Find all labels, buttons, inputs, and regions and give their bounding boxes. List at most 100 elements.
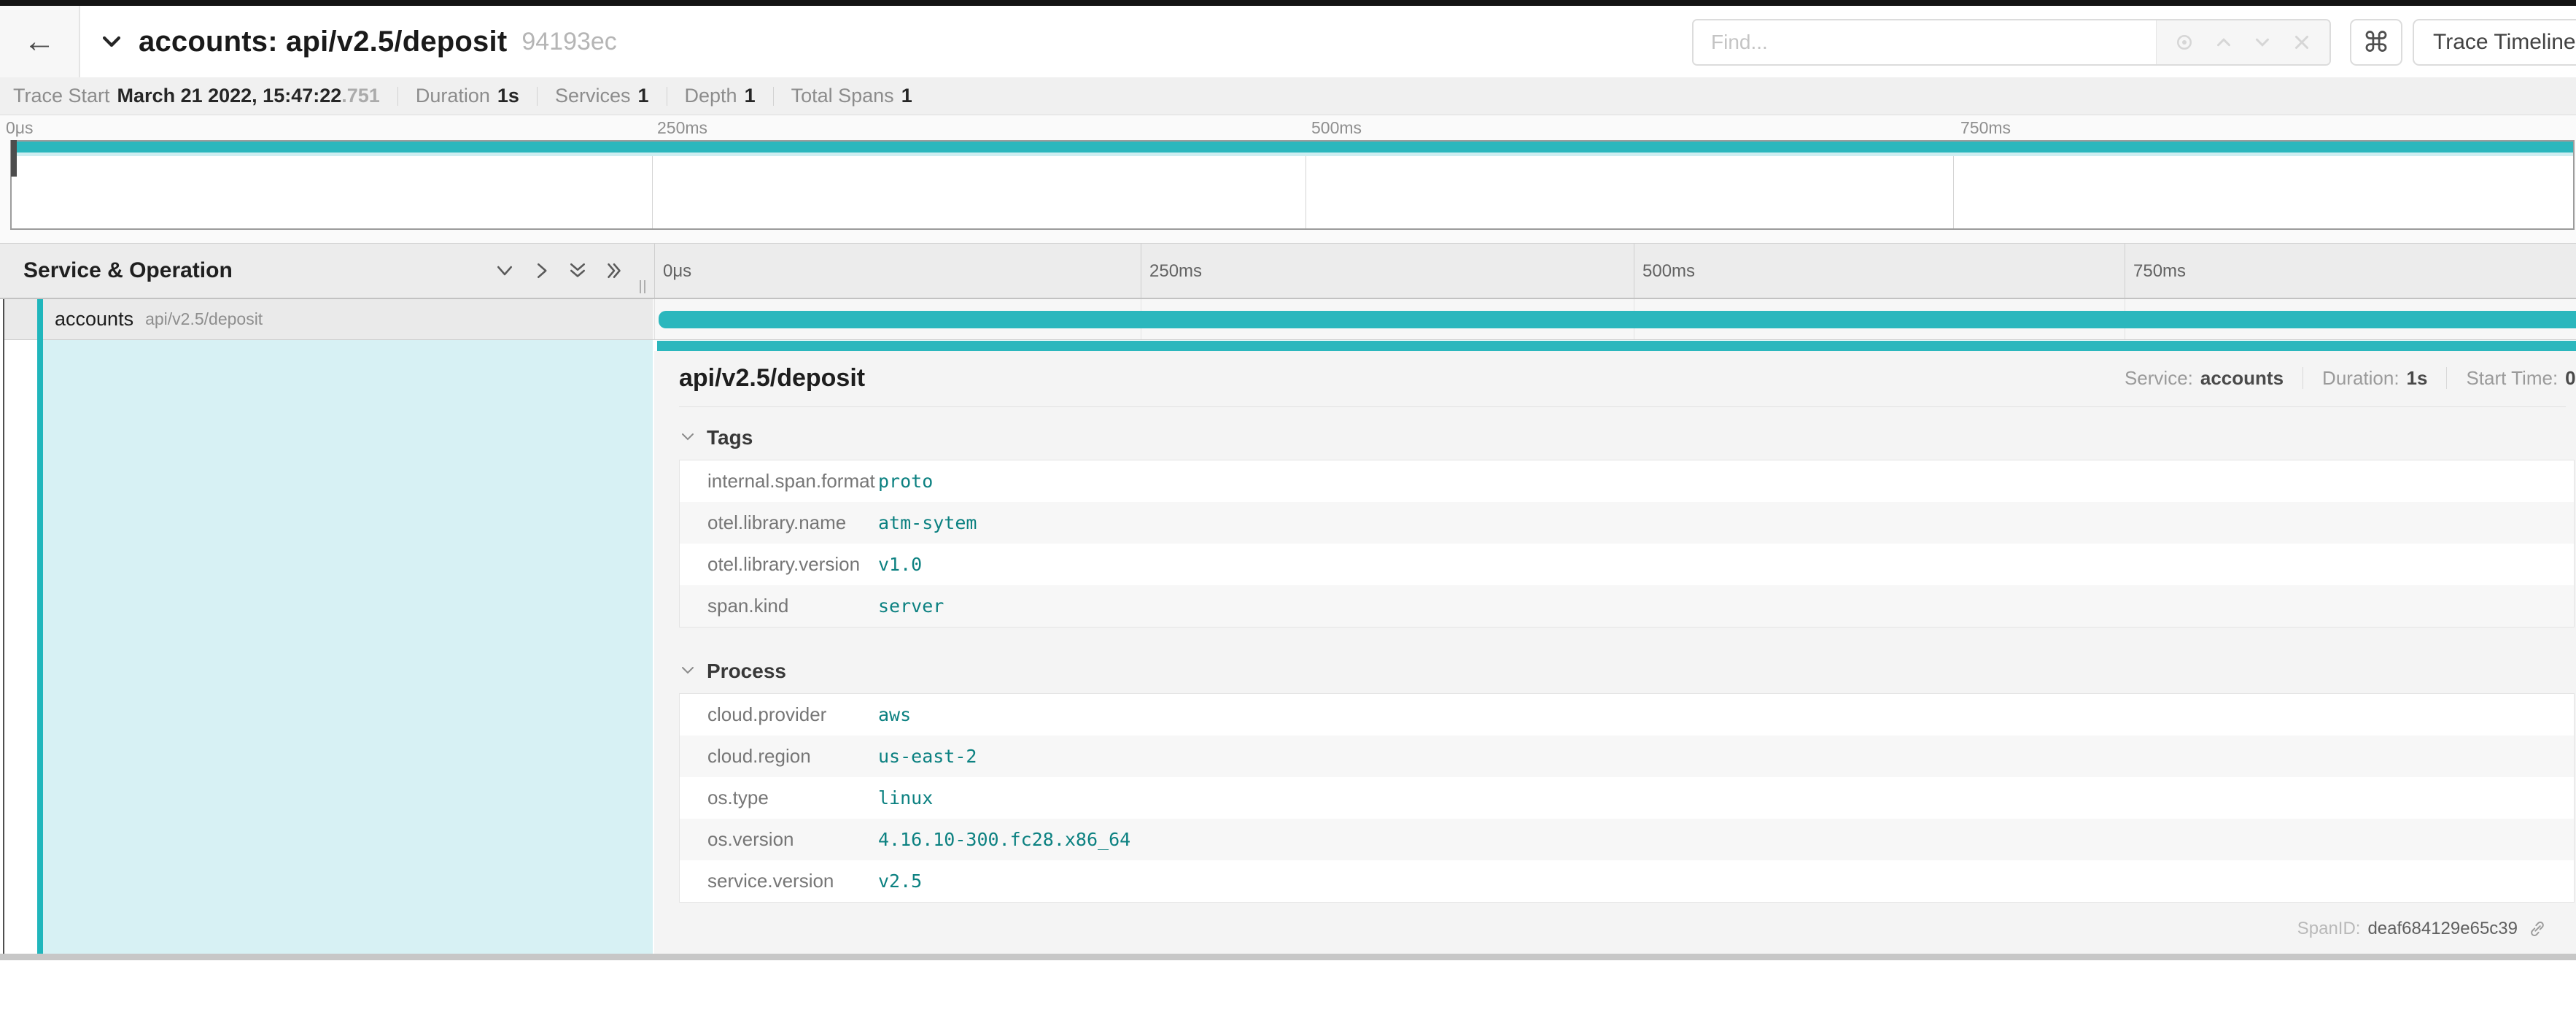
tags-section-toggle[interactable]: Tags — [679, 426, 2576, 449]
process-row[interactable]: cloud.provider aws — [680, 694, 2574, 736]
span-id-value: deaf684129e65c39 — [2367, 919, 2518, 938]
trace-view-selector[interactable]: Trace Timeline — [2413, 19, 2576, 66]
process-row[interactable]: os.type linux — [680, 777, 2574, 819]
tag-row[interactable]: otel.library.version v1.0 — [680, 544, 2574, 585]
prev-result-icon[interactable] — [2213, 31, 2235, 53]
span-row[interactable]: accounts api/v2.5/deposit — [4, 299, 2576, 340]
expand-all-icon[interactable] — [603, 260, 625, 282]
tag-row[interactable]: otel.library.name atm-sytem — [680, 502, 2574, 544]
process-value: aws — [878, 704, 912, 725]
duration-value: 1s — [497, 85, 519, 107]
tag-row[interactable]: internal.span.format proto — [680, 460, 2574, 502]
next-result-icon[interactable] — [2251, 31, 2273, 53]
detail-divider — [679, 406, 2566, 407]
tag-value: server — [878, 595, 944, 617]
total-spans-value: 1 — [901, 85, 912, 107]
service-color-bar — [37, 299, 43, 340]
timeline-gridline — [654, 299, 655, 339]
service-color-bar — [37, 340, 43, 954]
column-resizer-grip[interactable] — [640, 280, 645, 298]
process-value: us-east-2 — [878, 746, 977, 767]
tag-key: span.kind — [707, 595, 789, 617]
ruler-tick: 0μs — [663, 261, 692, 281]
span-detail-left-pane — [4, 340, 653, 954]
process-row[interactable]: cloud.region us-east-2 — [680, 736, 2574, 777]
trace-view-label: Trace Timeline — [2433, 30, 2576, 54]
span-row-timeline-cell — [653, 299, 2576, 340]
tag-value: v1.0 — [878, 554, 923, 575]
duration-meta-label: Duration: — [2322, 366, 2400, 389]
minimap-tick: 500ms — [1311, 118, 1362, 137]
minimap-tick: 750ms — [1960, 118, 2011, 137]
ruler-tick: 500ms — [1642, 261, 1696, 281]
ruler-tick: 250ms — [1149, 261, 1203, 281]
find-input[interactable] — [1694, 20, 2156, 64]
bottom-divider — [0, 954, 2576, 960]
duration-label: Duration — [415, 85, 490, 107]
clear-search-icon[interactable] — [2291, 31, 2313, 53]
trace-start-ms: .751 — [341, 85, 380, 107]
collapse-trace-chevron-icon[interactable] — [99, 29, 124, 54]
process-section-label: Process — [707, 660, 786, 682]
minimap-canvas[interactable] — [10, 140, 2575, 230]
minimap-span-underbar — [12, 153, 2573, 156]
process-row[interactable]: service.version v2.5 — [680, 860, 2574, 902]
trace-title-wrap: accounts: api/v2.5/deposit 94193ec — [99, 6, 617, 77]
trace-title: accounts: api/v2.5/deposit — [139, 25, 508, 58]
span-detail-title: api/v2.5/deposit — [679, 363, 866, 392]
chevron-down-icon — [679, 428, 697, 449]
minimap-drag-handle[interactable] — [11, 140, 17, 177]
duration-meta-value: 1s — [2406, 366, 2428, 389]
back-button[interactable]: ← — [0, 6, 80, 77]
services-label: Services — [554, 85, 631, 107]
span-detail-row: api/v2.5/deposit Service: accounts Durat… — [4, 340, 2576, 954]
selected-span-highlight — [43, 340, 653, 954]
trace-start-label: Trace Start — [13, 85, 110, 107]
back-arrow-icon: ← — [23, 23, 55, 59]
window-top-edge — [0, 0, 2576, 6]
span-detail-card: api/v2.5/deposit Service: accounts Durat… — [654, 351, 2576, 954]
keyboard-shortcuts-button[interactable]: ⌘ — [2350, 19, 2402, 66]
tag-key: otel.library.version — [707, 553, 861, 575]
command-icon: ⌘ — [2362, 27, 2390, 58]
locate-span-icon[interactable] — [2173, 31, 2195, 53]
ruler-tick: 750ms — [2133, 261, 2187, 281]
span-operation-name: api/v2.5/deposit — [145, 309, 263, 328]
span-duration-bar[interactable] — [659, 311, 2576, 328]
trace-summary-bar: Trace Start March 21 2022, 15:47:22 .751… — [0, 77, 2576, 115]
service-meta-label: Service: — [2124, 366, 2193, 389]
tag-value: atm-sytem — [878, 512, 977, 533]
tag-key: otel.library.name — [707, 511, 847, 533]
find-group — [1692, 19, 2331, 66]
tag-row[interactable]: span.kind server — [680, 585, 2574, 627]
process-row[interactable]: os.version 4.16.10-300.fc28.x86_64 — [680, 819, 2574, 860]
trace-start-value: March 21 2022, 15:47:22 — [117, 85, 342, 107]
expand-one-icon[interactable] — [530, 260, 552, 282]
trace-minimap: 0μs 250ms 500ms 750ms — [0, 115, 2576, 243]
tag-value: proto — [878, 471, 934, 492]
trace-id-short: 94193ec — [521, 27, 617, 55]
collapse-all-icon[interactable] — [567, 260, 589, 282]
process-key: os.type — [707, 787, 769, 808]
trace-page-header: ← accounts: api/v2.5/deposit 94193ec — [0, 6, 2576, 77]
span-id-label: SpanID: — [2297, 919, 2361, 938]
process-key: os.version — [707, 828, 794, 850]
meta-divider — [2446, 367, 2448, 389]
span-detail-footer: SpanID: deaf684129e65c39 — [679, 919, 2576, 939]
timeline-ruler: 0μs 250ms 500ms 750ms — [653, 244, 2576, 298]
tags-table: internal.span.format proto otel.library.… — [679, 460, 2575, 628]
span-row-name-cell[interactable]: accounts api/v2.5/deposit — [4, 299, 653, 340]
tags-section-label: Tags — [707, 426, 753, 449]
depth-value: 1 — [744, 85, 756, 107]
depth-label: Depth — [684, 85, 737, 107]
minimap-span-bar — [12, 142, 2573, 153]
process-value: v2.5 — [878, 870, 923, 892]
tag-key: internal.span.format — [707, 470, 875, 492]
collapse-one-icon[interactable] — [494, 260, 516, 282]
process-key: cloud.region — [707, 745, 811, 767]
process-section-toggle[interactable]: Process — [679, 660, 2576, 683]
deep-link-icon[interactable] — [2528, 919, 2547, 938]
minimap-gridline — [1953, 142, 1955, 228]
minimap-gridline — [652, 142, 653, 228]
